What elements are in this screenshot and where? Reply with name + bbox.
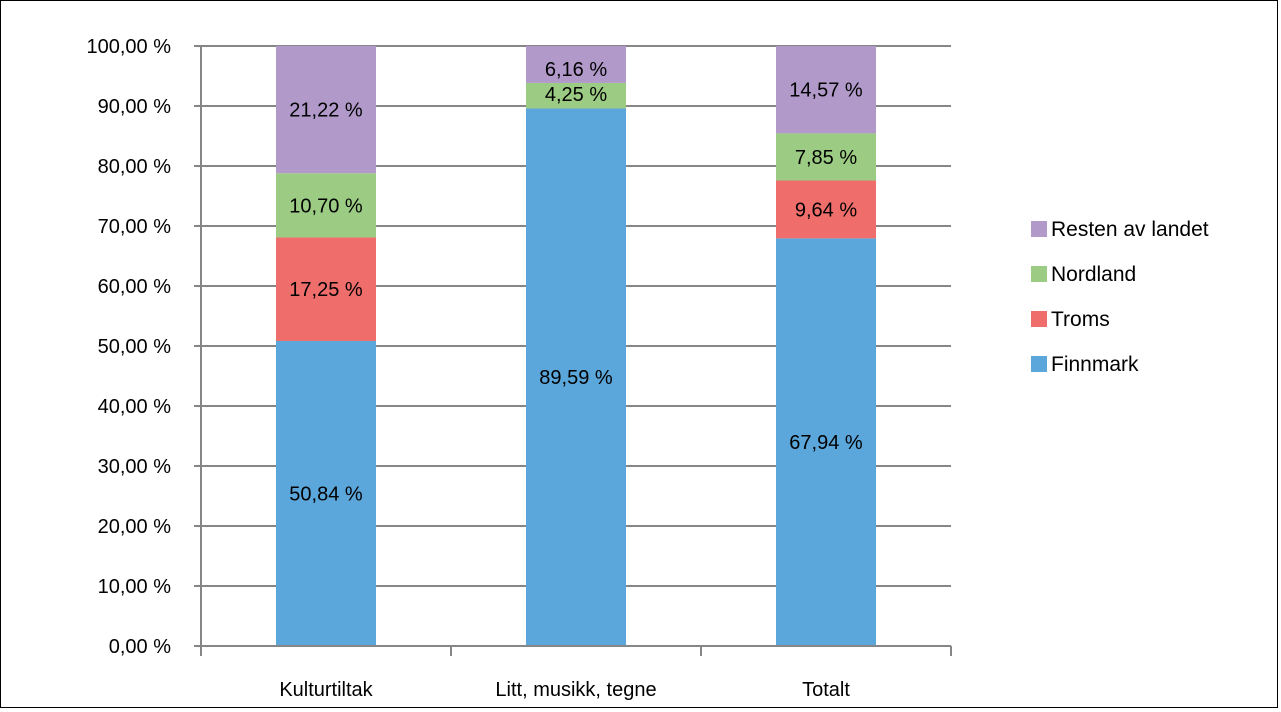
bar-segment-nordland [276,173,376,238]
data-label: 14,57 % [789,80,863,102]
bar-segment-resten-av-landet [776,46,876,134]
y-tick-label: 20,00 % [98,516,172,538]
data-label: 4,25 % [545,84,607,106]
y-tick-label: 100,00 % [86,36,171,58]
y-tick-labels: 0,00 % 10,00 % 20,00 % 30,00 % 40,00 % 50,00 … [86,36,171,658]
data-label: 50,84 % [289,483,363,505]
bar-segment-troms [276,237,376,341]
y-tick-label: 30,00 % [98,456,172,478]
y-tick-label: 70,00 % [98,216,172,238]
data-labels: 50,84 % 17,25 % 10,70 % 21,22 % 89,59 % 4,25 … [289,59,863,505]
axes [194,45,952,656]
bar-segment-resten-av-landet [526,46,626,83]
data-label: 10,70 % [289,195,363,217]
legend: Resten av landet Nordland Troms Finnmark [1031,218,1209,376]
legend-label: Troms [1051,308,1110,331]
legend-swatch [1031,266,1047,282]
legend-swatch [1031,221,1047,237]
legend-label: Resten av landet [1051,218,1209,241]
legend-label: Finnmark [1051,353,1139,376]
bar-segment-resten-av-landet [276,45,376,174]
y-tick-label: 0,00 % [109,636,171,658]
y-tick-label: 60,00 % [98,276,172,298]
x-tick-label: Totalt [802,679,850,701]
bar-segment-finnmark [276,340,376,646]
data-label: 67,94 % [789,432,863,454]
legend-label: Nordland [1051,263,1136,286]
legend-swatch [1031,356,1047,372]
y-tick-label: 40,00 % [98,396,172,418]
bars [276,45,876,647]
data-label: 21,22 % [289,100,363,122]
x-tick-label: Kulturtiltak [279,679,373,701]
y-tick-label: 50,00 % [98,336,172,358]
data-label: 17,25 % [289,279,363,301]
legend-swatch [1031,311,1047,327]
y-tick-label: 90,00 % [98,96,172,118]
bar-segment-nordland [526,82,626,109]
bar-segment-nordland [776,133,876,181]
x-tick-label: Litt, musikk, tegne [495,679,656,701]
data-label: 89,59 % [539,367,613,389]
y-tick-label: 80,00 % [98,156,172,178]
x-tick-labels: Kulturtiltak Litt, musikk, tegne Totalt [279,679,850,701]
data-label: 9,64 % [795,199,857,221]
bar-segment-finnmark [526,108,626,646]
data-label: 6,16 % [545,59,607,81]
bar-segment-troms [776,180,876,239]
data-label: 7,85 % [795,147,857,169]
y-tick-label: 10,00 % [98,576,172,598]
bar-segment-finnmark [776,238,876,647]
